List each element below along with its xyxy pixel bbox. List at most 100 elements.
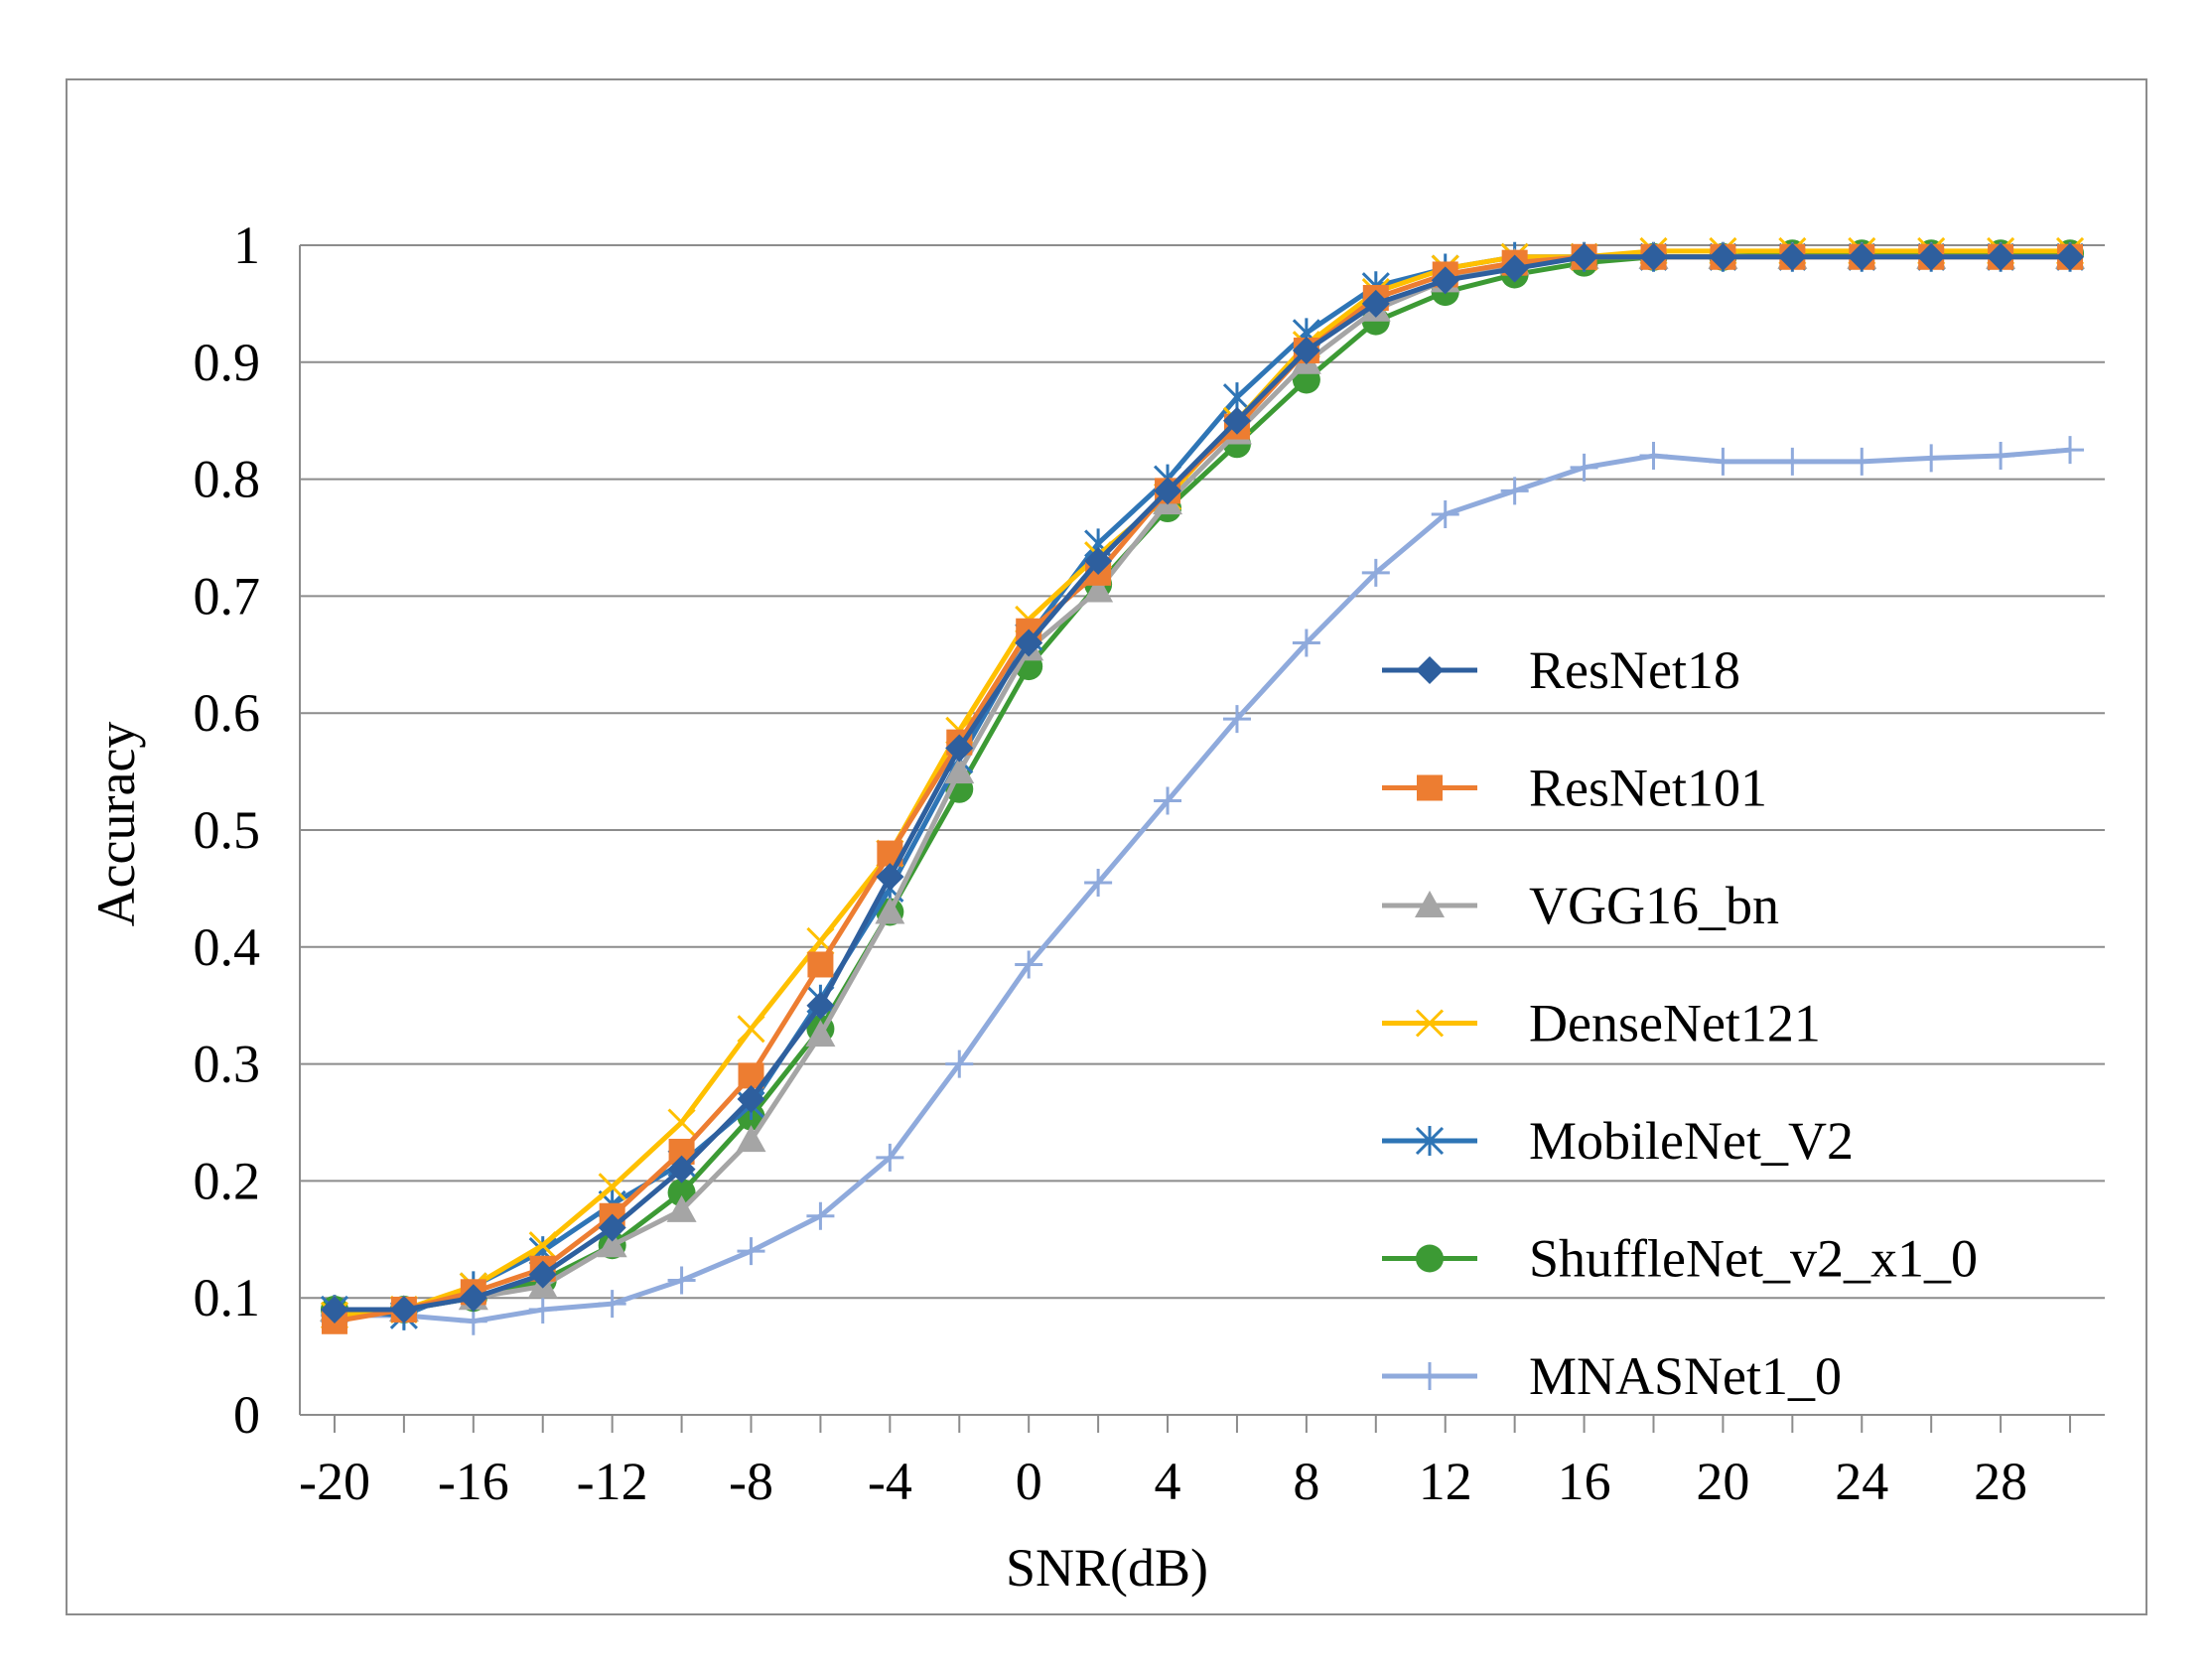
data-point [944, 757, 975, 784]
data-point [528, 1295, 557, 1324]
legend-label: ShuffleNet_v2_x1_0 [1529, 1229, 1978, 1289]
y-tick-label: 0.4 [194, 917, 261, 977]
data-point [1639, 242, 1668, 271]
data-point [1639, 442, 1668, 471]
data-point [1987, 242, 2015, 271]
data-point [667, 1155, 696, 1184]
x-tick-label: 16 [1558, 1452, 1611, 1511]
y-tick-label: 0.6 [194, 683, 261, 743]
y-axis-title: Accuracy [86, 722, 146, 927]
series-group [319, 236, 2086, 1335]
data-point [945, 1049, 974, 1078]
legend-entry: ResNet18 [1382, 640, 1740, 700]
legend-marker [1416, 1244, 1444, 1273]
y-tick-label: 0.8 [194, 450, 261, 509]
x-tick-label: -8 [729, 1452, 773, 1511]
data-point [1361, 558, 1390, 587]
data-point [1987, 442, 2015, 471]
series-line [334, 447, 2071, 1324]
data-point [737, 1237, 765, 1266]
y-tick-label: 0.2 [194, 1151, 261, 1210]
y-tick-label: 0.5 [194, 800, 261, 860]
data-point [1154, 786, 1182, 815]
x-tick-label: -16 [438, 1452, 509, 1511]
x-tick-label: 12 [1419, 1452, 1472, 1511]
x-tick-label: 0 [1016, 1452, 1042, 1511]
legend-label: ResNet18 [1529, 640, 1740, 700]
data-point [1015, 628, 1043, 657]
data-point [598, 1290, 626, 1319]
data-point [1500, 254, 1529, 283]
data-point [945, 734, 974, 763]
data-point [528, 1231, 557, 1260]
data-point [1015, 950, 1043, 979]
legend-marker [1416, 1362, 1444, 1390]
data-point [737, 1084, 765, 1113]
data-point [1570, 453, 1598, 482]
data-point [1431, 266, 1459, 295]
data-point [1222, 406, 1251, 435]
data-point [1500, 477, 1529, 505]
data-point [876, 863, 904, 892]
legend-label: MNASNet1_0 [1529, 1346, 1842, 1406]
x-tick-label: -20 [299, 1452, 370, 1511]
data-point [1292, 337, 1320, 365]
data-point [667, 1179, 696, 1207]
data-point [805, 1020, 836, 1047]
data-point [736, 1125, 766, 1153]
data-point [389, 1295, 418, 1324]
x-tick-label: 20 [1696, 1452, 1749, 1511]
data-point [1848, 447, 1876, 476]
y-tick-label: 1 [233, 215, 260, 275]
legend-entry: MNASNet1_0 [1382, 1346, 1842, 1406]
series-resnet18 [320, 242, 2085, 1324]
data-point [737, 1015, 765, 1044]
data-point [2056, 242, 2085, 271]
legend: ResNet18 ResNet101 VGG16_bn DenseNet121 Mobi… [1382, 640, 1978, 1406]
data-point [667, 1108, 696, 1137]
data-point [1083, 575, 1114, 603]
x-tick-label: 4 [1155, 1452, 1181, 1511]
data-point [597, 1230, 627, 1258]
data-point [1084, 547, 1113, 576]
data-point [1292, 628, 1320, 657]
series-resnet101 [321, 243, 2084, 1334]
data-point [876, 1143, 904, 1172]
data-point [1570, 242, 1598, 271]
legend-marker [1416, 656, 1444, 684]
data-point [806, 1201, 835, 1230]
x-tick-label: -12 [577, 1452, 648, 1511]
data-point [459, 1307, 487, 1335]
data-point [1361, 289, 1390, 318]
data-point [667, 1266, 696, 1295]
legend-entry: DenseNet121 [1382, 994, 1821, 1053]
data-point [806, 991, 835, 1020]
legend-entry: VGG16_bn [1382, 876, 1779, 935]
legend-label: ResNet101 [1529, 759, 1767, 818]
data-point [1917, 242, 1946, 271]
data-point [1778, 447, 1807, 476]
grid-lines [300, 244, 2105, 1300]
data-point [1709, 447, 1737, 476]
data-point [1848, 242, 1876, 271]
data-point [807, 951, 834, 978]
data-point [320, 1295, 348, 1324]
legend-label: VGG16_bn [1529, 876, 1779, 935]
data-point [1431, 499, 1459, 528]
data-point [666, 1194, 697, 1222]
x-tick-label: 28 [1974, 1452, 2027, 1511]
data-point [1084, 869, 1113, 898]
legend-marker [1415, 1126, 1445, 1156]
legend-marker [1415, 891, 1445, 917]
data-point [1154, 477, 1182, 505]
y-tick-label: 0.7 [194, 566, 261, 626]
legend-marker [1417, 774, 1443, 801]
series-mnasnet1-0 [320, 436, 2085, 1335]
x-axis-title: SNR(dB) [1006, 1538, 1208, 1598]
x-tick-label: 24 [1835, 1452, 1888, 1511]
y-tick-label: 0 [233, 1385, 260, 1445]
legend-marker [1415, 1009, 1445, 1038]
y-tick-label: 0.3 [194, 1035, 261, 1094]
legend-label: MobileNet_V2 [1529, 1111, 1854, 1171]
